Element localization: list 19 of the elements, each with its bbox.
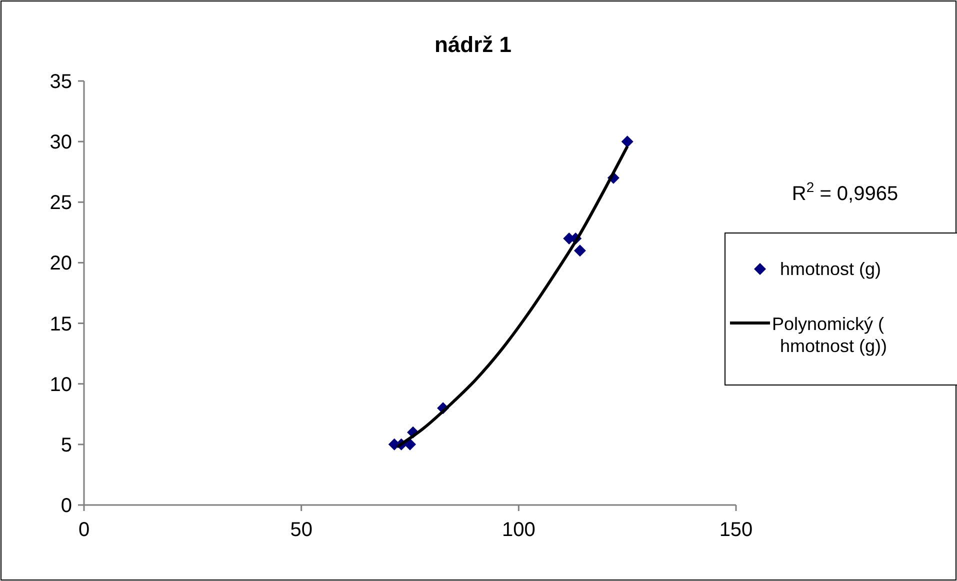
x-tick-label: 150 — [719, 519, 753, 541]
y-tick-label: 35 — [50, 71, 72, 93]
text: R$^{2}$ = 0,9965 — [792, 179, 898, 205]
legend-label: Polynomický ( hmotnost (g)) — [772, 314, 888, 356]
point — [621, 136, 634, 148]
x-tick-label: 50 — [290, 519, 312, 541]
y-tick-label: 20 — [50, 252, 72, 275]
point — [404, 438, 416, 450]
y-tick-label: 25 — [50, 192, 72, 214]
legend-label: hmotnost (g) — [780, 259, 882, 279]
y-tick-label: 5 — [60, 434, 72, 456]
y-tick-label: 15 — [50, 313, 72, 336]
x-tick-label: 0 — [78, 519, 90, 541]
y-tick-label: 30 — [50, 132, 72, 154]
y-tick-label: 10 — [50, 374, 72, 396]
x-tick-label: 100 — [502, 519, 536, 541]
chart-title: nádrž 1 — [434, 32, 512, 57]
point — [574, 244, 586, 257]
y-tick-label: 0 — [60, 495, 72, 517]
